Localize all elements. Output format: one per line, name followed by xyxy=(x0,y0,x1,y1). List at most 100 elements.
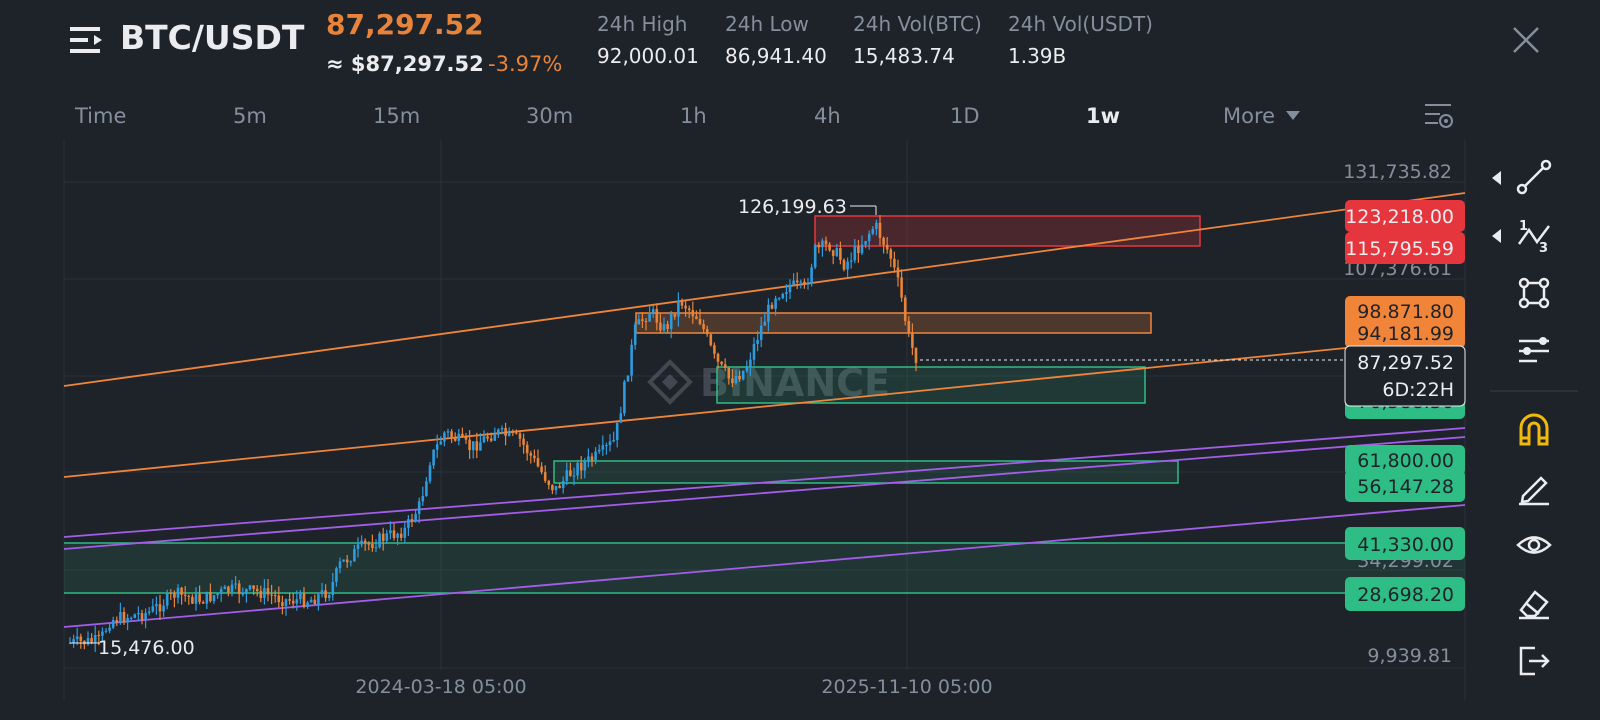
eye-icon[interactable] xyxy=(1515,526,1553,564)
candle-body xyxy=(464,436,468,440)
price-chart[interactable]: BINANCE 126,199.63 15,476.00 131,735.82 … xyxy=(0,140,1470,700)
candle-body xyxy=(885,244,889,250)
tab-15m[interactable]: 15m xyxy=(373,104,421,128)
candle-body xyxy=(356,544,360,549)
candle-body xyxy=(849,260,853,262)
candle-body xyxy=(857,246,860,254)
chart-settings-icon[interactable] xyxy=(1422,100,1454,132)
candle-body xyxy=(75,636,79,640)
candle-body xyxy=(594,451,597,461)
trend-channels[interactable] xyxy=(63,192,1466,628)
candle-body xyxy=(396,533,399,538)
candle-body xyxy=(817,244,821,248)
tag-bg-61800 xyxy=(1345,445,1465,475)
candle-body xyxy=(324,590,327,598)
brush-icon[interactable] xyxy=(1515,468,1553,506)
tag-bg-41330 xyxy=(1345,527,1465,560)
candle-body xyxy=(317,594,320,605)
tag-bg-56147 xyxy=(1345,470,1465,502)
candle-body xyxy=(155,604,158,607)
candle-body xyxy=(788,284,792,293)
candle-body xyxy=(482,436,486,443)
expand-arrow-icon[interactable] xyxy=(1492,229,1501,243)
candle-body xyxy=(673,314,677,317)
candle-body xyxy=(407,519,410,528)
candle-body xyxy=(288,599,291,601)
candle-body xyxy=(572,475,576,477)
tag-bg-115795 xyxy=(1345,232,1465,264)
candle-body xyxy=(777,298,781,300)
candle-body xyxy=(659,322,662,331)
tag-123218: 123,218.00 xyxy=(1345,206,1454,228)
price-tags[interactable]: 76,588.30 98,871.80 94,181.99 87,297.52 … xyxy=(1344,200,1466,611)
candle-body xyxy=(234,583,237,585)
candle-body xyxy=(691,310,695,317)
magnet-icon[interactable] xyxy=(1515,410,1553,448)
candle-body xyxy=(173,593,176,598)
usd-price: ≈ $87,297.52 xyxy=(326,52,484,76)
candle-body xyxy=(723,364,727,368)
candle-body xyxy=(439,441,443,445)
candle-body xyxy=(842,259,846,270)
svg-text:3: 3 xyxy=(1539,241,1548,254)
candle-body xyxy=(360,540,363,545)
menu-icon[interactable] xyxy=(70,25,104,55)
candle-body xyxy=(223,586,227,590)
candle-body xyxy=(533,455,536,459)
candle-body xyxy=(515,432,518,434)
stat-label-24h-low: 24h Low xyxy=(725,12,809,36)
candle-body xyxy=(471,441,475,451)
tab-30m[interactable]: 30m xyxy=(526,104,574,128)
candle-body xyxy=(597,449,601,452)
candle-body xyxy=(763,321,767,326)
candle-body xyxy=(889,249,893,259)
candle-body xyxy=(115,620,119,623)
stat-value-24h-low: 86,941.40 xyxy=(725,44,827,68)
tab-1w[interactable]: 1w xyxy=(1086,104,1121,128)
tab-time[interactable]: Time xyxy=(75,104,127,128)
candle-body xyxy=(551,484,554,491)
indicators-icon[interactable] xyxy=(1515,332,1553,370)
candle-body xyxy=(93,635,97,643)
shapes-icon[interactable] xyxy=(1515,274,1553,312)
tab-4h[interactable]: 4h xyxy=(814,104,841,128)
candle-body xyxy=(677,300,680,317)
tab-1d[interactable]: 1D xyxy=(950,104,980,128)
candle-body xyxy=(878,222,882,238)
candle-body xyxy=(475,441,479,451)
trend-line-icon[interactable] xyxy=(1515,158,1553,196)
exit-icon[interactable] xyxy=(1515,642,1553,680)
zone-orange xyxy=(635,312,1152,334)
candle-body xyxy=(209,591,212,602)
candle-body xyxy=(162,605,165,612)
candle-body xyxy=(259,590,263,598)
candle-body xyxy=(158,604,162,612)
eraser-icon[interactable] xyxy=(1515,584,1553,622)
candle-body xyxy=(644,321,648,323)
candle-body xyxy=(255,588,259,591)
candle-body xyxy=(90,638,93,643)
candle-body xyxy=(201,602,205,604)
tab-1h[interactable]: 1h xyxy=(680,104,707,128)
candle-body xyxy=(216,593,219,596)
candle-body xyxy=(612,439,615,442)
candle-body xyxy=(759,325,763,340)
candle-body xyxy=(669,314,673,329)
candle-body xyxy=(453,437,457,441)
pair-title[interactable]: BTC/USDT xyxy=(120,18,305,57)
candle-body xyxy=(101,631,104,636)
stat-value-24h-high: 92,000.01 xyxy=(597,44,699,68)
expand-arrow-icon[interactable] xyxy=(1492,171,1501,185)
tag-56147: 56,147.28 xyxy=(1357,476,1454,498)
candle-body xyxy=(281,602,284,607)
fibonacci-icon[interactable]: 1 3 xyxy=(1515,216,1553,254)
tab-5m[interactable]: 5m xyxy=(233,104,267,128)
candle-body xyxy=(914,347,918,363)
close-icon[interactable] xyxy=(1510,24,1542,56)
chevron-down-icon[interactable] xyxy=(1286,111,1300,120)
candle-body xyxy=(266,588,270,595)
low-marker-label: 15,476.00 xyxy=(98,637,195,659)
candle-body xyxy=(687,308,691,311)
tab-more[interactable]: More xyxy=(1223,104,1276,128)
candle-body xyxy=(795,280,799,283)
